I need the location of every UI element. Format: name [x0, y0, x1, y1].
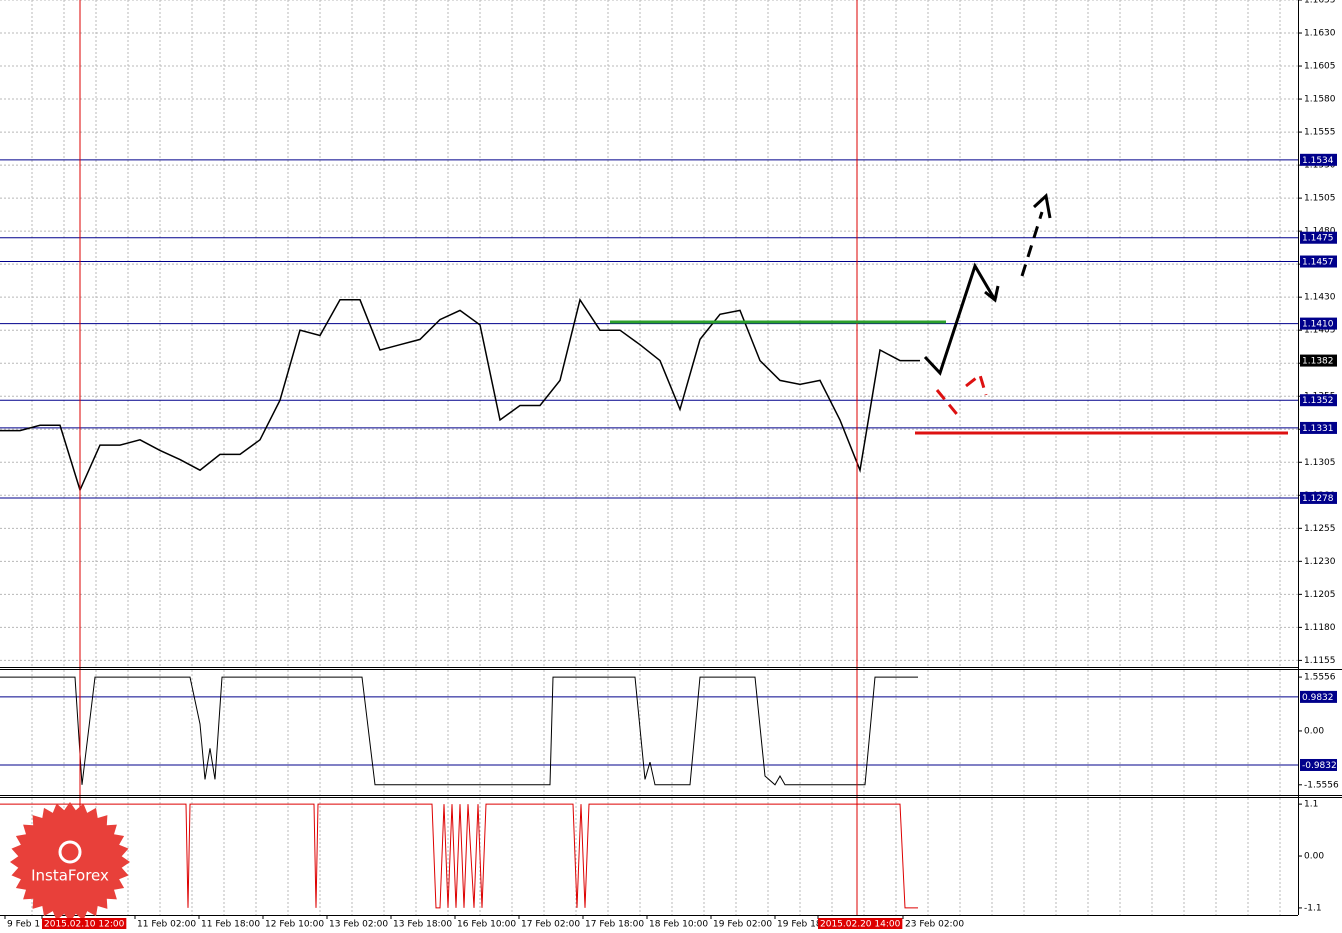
y-tick-label: 1.1605: [1304, 62, 1336, 72]
forecast-arrow-head: [984, 285, 1000, 303]
current-price-box: [1300, 354, 1337, 367]
forecast-arrow-head: [1032, 193, 1052, 219]
x-tick-label: 19 Feb 02:00: [713, 920, 772, 930]
y-tick-label: 1.1630: [1304, 29, 1336, 39]
current-price-label: 1.1382: [1302, 357, 1334, 367]
logo-text: InstaForex: [31, 867, 109, 885]
x-tick-label: 17 Feb 02:00: [521, 920, 580, 930]
x-tick-highlight: [42, 918, 127, 929]
x-tick-label: 18 Feb 10:00: [649, 920, 708, 930]
level-box: [1300, 758, 1337, 771]
y-tick-label: 1.1580: [1304, 95, 1336, 105]
y-tick-label: 0.00: [1304, 726, 1324, 736]
y-tick-label: 1.1405: [1304, 326, 1336, 336]
series-line: [0, 297, 920, 493]
y-tick-label: 1.1430: [1304, 293, 1336, 303]
x-tick-label: 13 Feb 02:00: [329, 920, 388, 930]
x-tick-highlight: [818, 918, 903, 929]
x-tick-label: 23 Feb 02:00: [905, 920, 964, 930]
y-tick-label: 1.1255: [1304, 524, 1336, 534]
series-line: [0, 803, 918, 909]
level-box: [1300, 317, 1337, 330]
level-label: 1.1534: [1302, 156, 1334, 166]
level-label: 1.1352: [1302, 396, 1334, 406]
forecast-arrow: [923, 262, 997, 376]
y-tick-label: 1.1230: [1304, 557, 1336, 567]
x-tick-label: 2015.02.10 12:00: [44, 920, 125, 930]
y-tick-label: 1.1305: [1304, 458, 1336, 468]
level-label: -0.9832: [1302, 761, 1337, 771]
level-box: [1300, 153, 1337, 166]
y-tick-label: 1.5556: [1304, 673, 1336, 683]
level-box: [1300, 394, 1337, 407]
marks: [0, 159, 1298, 909]
grid: [0, 0, 1298, 915]
y-tick-label: 0.00: [1304, 852, 1324, 862]
alt-forecast-arrow: [935, 389, 962, 419]
level-box: [1300, 690, 1337, 703]
x-tick-label: 11 Feb 02:00: [137, 920, 196, 930]
level-label: 1.1457: [1302, 258, 1334, 268]
y-tick-label: 1.1480: [1304, 227, 1336, 237]
y-tick-label: -1.5556: [1304, 780, 1339, 790]
forecast-arrow: [1020, 211, 1044, 277]
x-tick-label: 9 Feb 1: [7, 920, 40, 930]
y-tick-label: 1.1180: [1304, 623, 1336, 633]
x-tick-label: 2015.02.20 14:00: [820, 920, 901, 930]
series-line: [0, 676, 918, 786]
x-tick-label: 11 Feb 18:00: [201, 920, 260, 930]
y-tick-label: 1.1655: [1304, 0, 1336, 6]
labels: 1.16551.16301.16051.15801.15551.15301.15…: [4, 0, 1339, 930]
x-tick-label: 12 Feb 10:00: [265, 920, 324, 930]
level-label: 1.1278: [1302, 494, 1334, 504]
logo-icon: [58, 840, 82, 864]
alt-forecast-arrow: [965, 372, 988, 396]
level-box: [1300, 255, 1337, 268]
level-label: 0.9832: [1302, 693, 1334, 703]
level-label: 1.1410: [1302, 320, 1334, 330]
logo: InstaForex: [10, 802, 130, 922]
x-tick-label: 16 Feb 10:00: [457, 920, 516, 930]
y-tick-label: 1.1555: [1304, 128, 1336, 138]
level-box: [1300, 231, 1337, 244]
x-tick-label: 13 Feb 18:00: [393, 920, 452, 930]
level-box: [1300, 491, 1337, 504]
level-label: 1.1475: [1302, 234, 1334, 244]
y-tick-label: 1.1155: [1304, 656, 1336, 666]
level-label: 1.1331: [1302, 424, 1334, 434]
level-box: [1300, 421, 1337, 434]
y-tick-label: -1.1: [1304, 903, 1322, 913]
x-tick-label: 17 Feb 18:00: [585, 920, 644, 930]
x-tick-label: 19 Feb 18: [777, 920, 822, 930]
y-tick-label: 1.1205: [1304, 590, 1336, 600]
y-tick-label: 1.1: [1304, 800, 1318, 810]
y-tick-label: 1.1505: [1304, 194, 1336, 204]
